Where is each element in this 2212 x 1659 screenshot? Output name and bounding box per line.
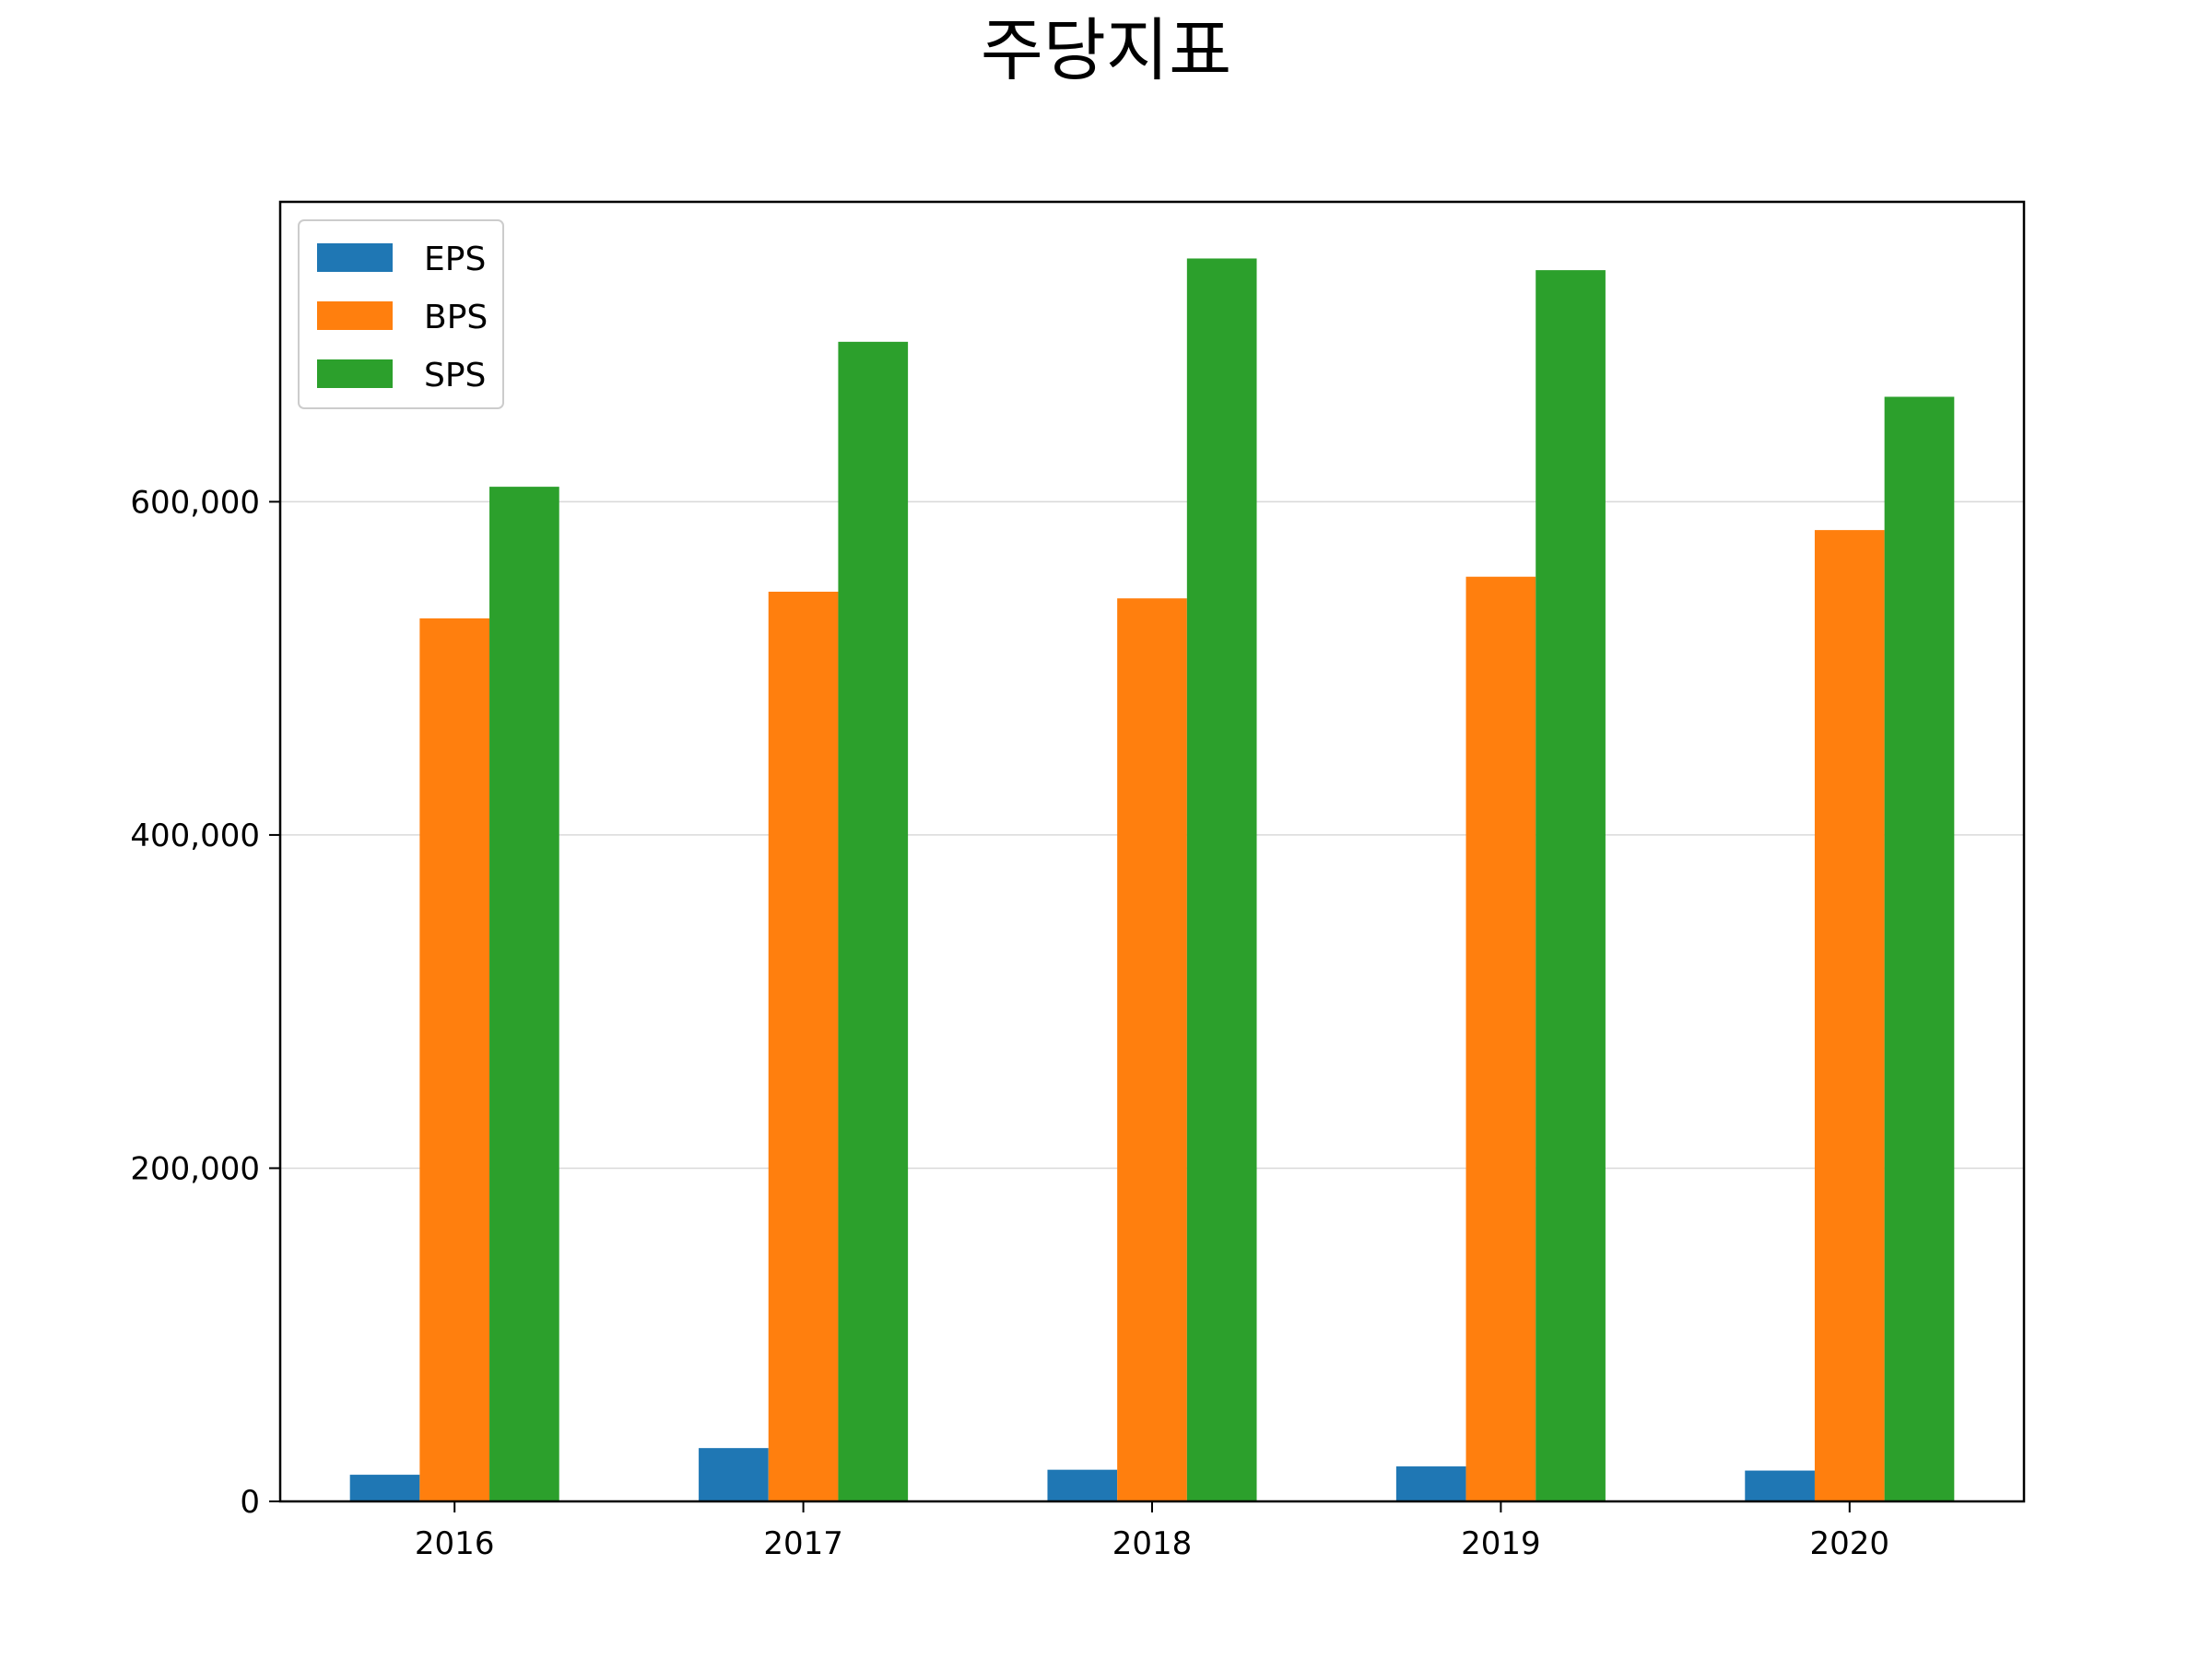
y-tick-label: 400,000: [130, 818, 260, 854]
bar-bps-2017: [768, 592, 839, 1501]
legend-label-sps: SPS: [424, 357, 486, 394]
y-tick-label: 600,000: [130, 484, 260, 521]
bar-eps-2017: [699, 1448, 769, 1501]
bar-sps-2016: [489, 487, 559, 1501]
legend-label-eps: EPS: [424, 241, 486, 278]
bar-eps-2020: [1745, 1470, 1815, 1501]
bar-eps-2019: [1395, 1466, 1466, 1501]
x-tick-label-2016: 2016: [415, 1525, 495, 1562]
chart-title: 주당지표: [980, 11, 1232, 90]
bar-eps-2016: [349, 1475, 420, 1501]
x-tick-label-2017: 2017: [763, 1525, 843, 1562]
y-tick-label: 0: [240, 1484, 260, 1521]
x-tick-label-2019: 2019: [1461, 1525, 1541, 1562]
legend-swatch-sps: [317, 359, 393, 388]
y-tick-label: 200,000: [130, 1150, 260, 1187]
x-tick-label-2020: 2020: [1810, 1525, 1890, 1562]
bar-sps-2019: [1535, 270, 1606, 1502]
bar-sps-2020: [1884, 396, 1955, 1501]
bar-bps-2020: [1814, 530, 1885, 1501]
x-tick-label-2018: 2018: [1112, 1525, 1193, 1562]
bar-bps-2019: [1465, 576, 1536, 1501]
legend-swatch-bps: [317, 301, 393, 330]
legend-swatch-eps: [317, 243, 393, 272]
bar-bps-2018: [1117, 598, 1187, 1501]
legend-label-bps: BPS: [424, 299, 488, 336]
bar-bps-2016: [419, 618, 490, 1501]
bar-eps-2018: [1047, 1469, 1118, 1501]
bar-sps-2018: [1186, 258, 1257, 1501]
bar-sps-2017: [838, 341, 909, 1501]
